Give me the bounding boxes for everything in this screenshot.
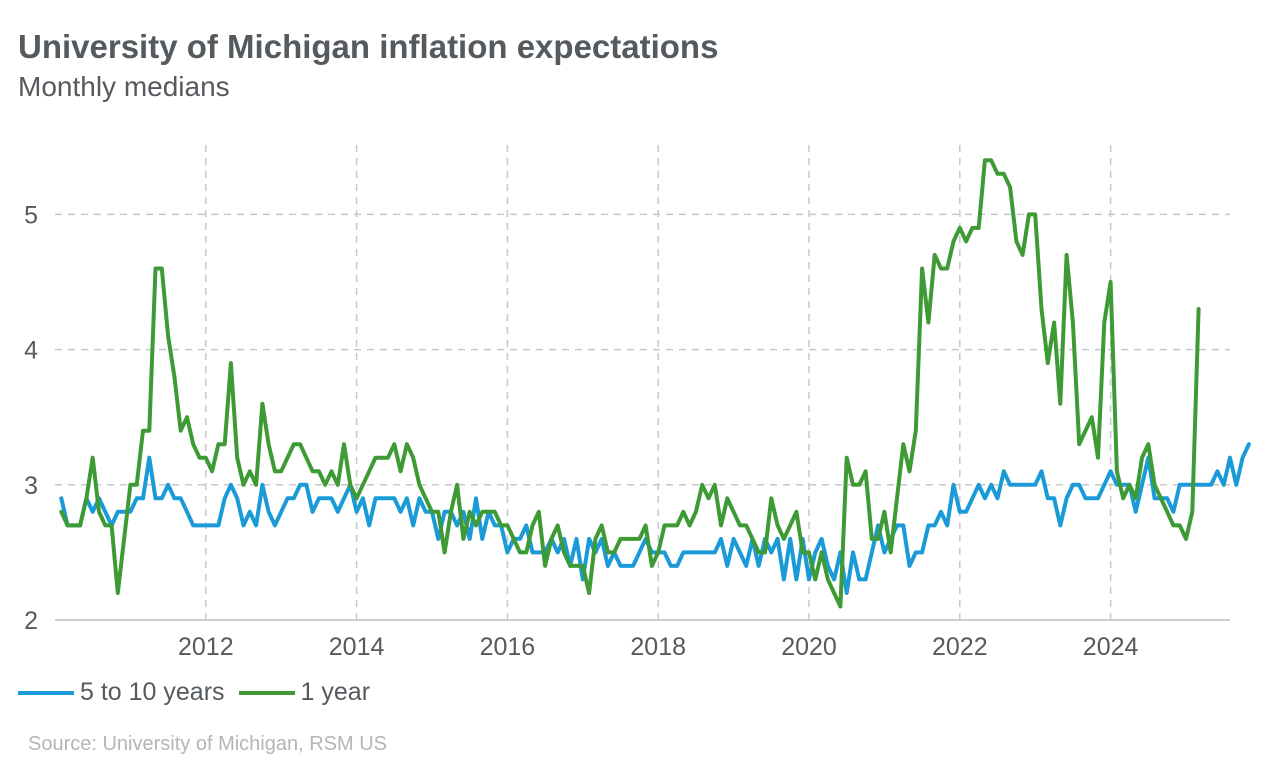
series-lines (59, 158, 1251, 609)
legend-label-5-to-10-years: 5 to 10 years (80, 678, 225, 706)
legend-swatch-5-to-10-years (18, 690, 74, 695)
x-axis-tick-labels: 2012 2014 2016 2018 2020 2022 2024 (178, 633, 1139, 661)
y-tick-label-2: 2 (24, 607, 38, 635)
chart-subtitle: Monthly medians (18, 71, 230, 102)
x-tick-label-2016: 2016 (480, 633, 536, 661)
legend-label-1-year: 1 year (300, 678, 371, 706)
series-line-1-year (59, 158, 1201, 609)
legend-item-5-to-10-years: 5 to 10 years (18, 678, 225, 707)
y-tick-label-3: 3 (24, 472, 38, 500)
legend-swatch-1-year (238, 690, 295, 695)
x-tick-label-2012: 2012 (178, 633, 234, 661)
y-tick-label-4: 4 (24, 337, 38, 365)
x-tick-label-2024: 2024 (1083, 633, 1139, 661)
gridlines (55, 145, 1230, 621)
legend: 5 to 10 years 1 year (18, 678, 384, 707)
x-tick-label-2014: 2014 (329, 633, 385, 661)
source-note: Source: University of Michigan, RSM US (28, 733, 388, 755)
legend-item-1-year: 1 year (238, 678, 371, 707)
x-tick-label-2020: 2020 (781, 633, 837, 661)
x-tick-label-2022: 2022 (932, 633, 988, 661)
series-line-5-to-10-years (59, 442, 1251, 595)
x-tick-label-2018: 2018 (630, 633, 686, 661)
y-tick-label-5: 5 (24, 201, 38, 229)
y-axis-tick-labels: 2 3 4 5 (24, 201, 38, 635)
chart-title: University of Michigan inflation expecta… (18, 28, 719, 65)
